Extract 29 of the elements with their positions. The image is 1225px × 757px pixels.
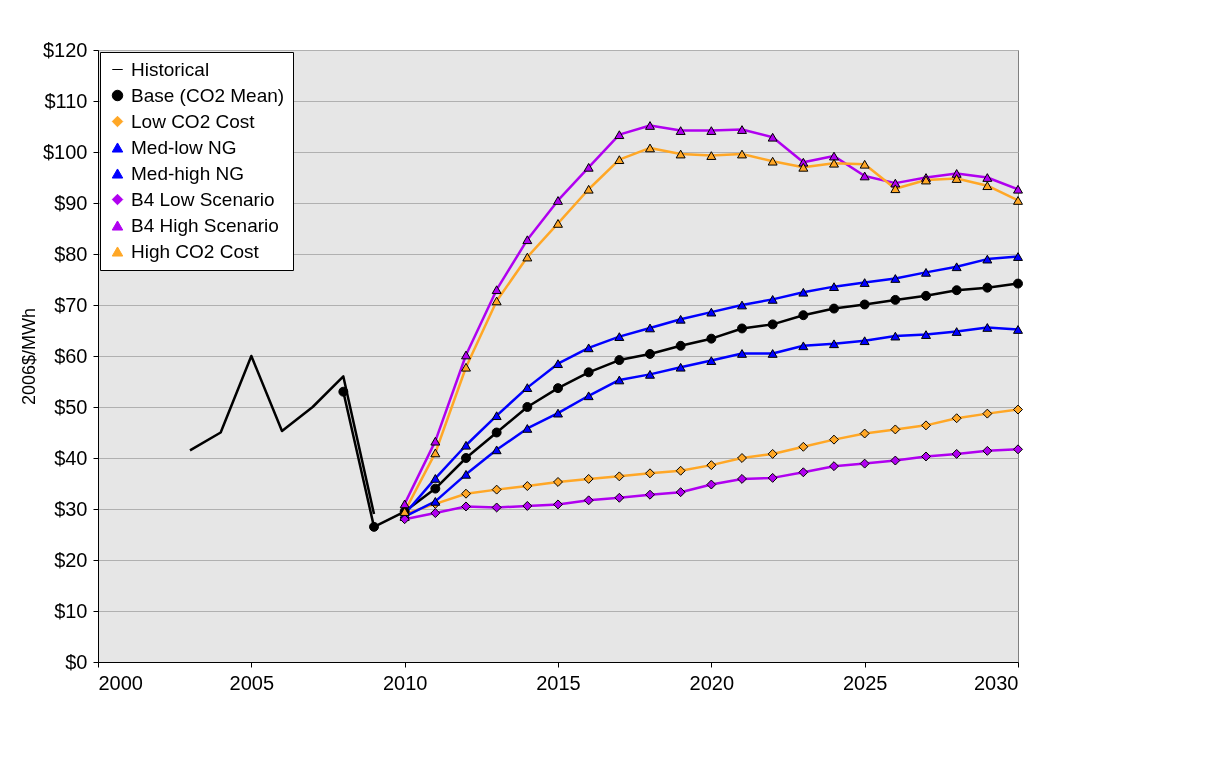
x-tick-label: 2030: [974, 671, 1019, 694]
x-tick-label: 2015: [536, 671, 581, 694]
legend-label: Med-high NG: [131, 162, 244, 184]
legend-label: Base (CO2 Mean): [131, 84, 285, 106]
y-tick-label: $90: [54, 191, 88, 214]
y-axis-title: 2006$/MWh: [19, 307, 40, 406]
legend-label: Med-low NG: [131, 136, 237, 158]
legend-label: B4 Low Scenario: [131, 188, 275, 210]
y-tick-label: $60: [54, 344, 88, 367]
y-tick-label: $120: [43, 38, 88, 61]
y-tick-label: $50: [54, 395, 88, 418]
y-tick-label: $80: [54, 242, 88, 265]
x-tick-label: 2010: [382, 671, 428, 694]
legend-label: High CO2 Cost: [131, 240, 260, 262]
y-tick-label: $40: [54, 446, 88, 469]
x-tick-label: 2025: [842, 671, 888, 694]
x-tick-label: 2005: [229, 671, 275, 694]
y-tick-label: $100: [43, 140, 88, 163]
y-tick-label: $20: [54, 548, 88, 571]
x-tick-label: 2020: [689, 671, 735, 694]
y-tick-label: $10: [54, 599, 88, 622]
y-tick-label: $70: [54, 293, 88, 316]
y-tick-label: $0: [65, 650, 88, 673]
legend-label: Historical: [131, 58, 210, 80]
y-tick-label: $30: [54, 497, 88, 520]
legend-label: Low CO2 Cost: [131, 110, 256, 132]
y-tick-label: $110: [44, 89, 88, 112]
x-tick-label: 2000: [98, 671, 143, 694]
legend-label: B4 High Scenario: [131, 214, 279, 236]
